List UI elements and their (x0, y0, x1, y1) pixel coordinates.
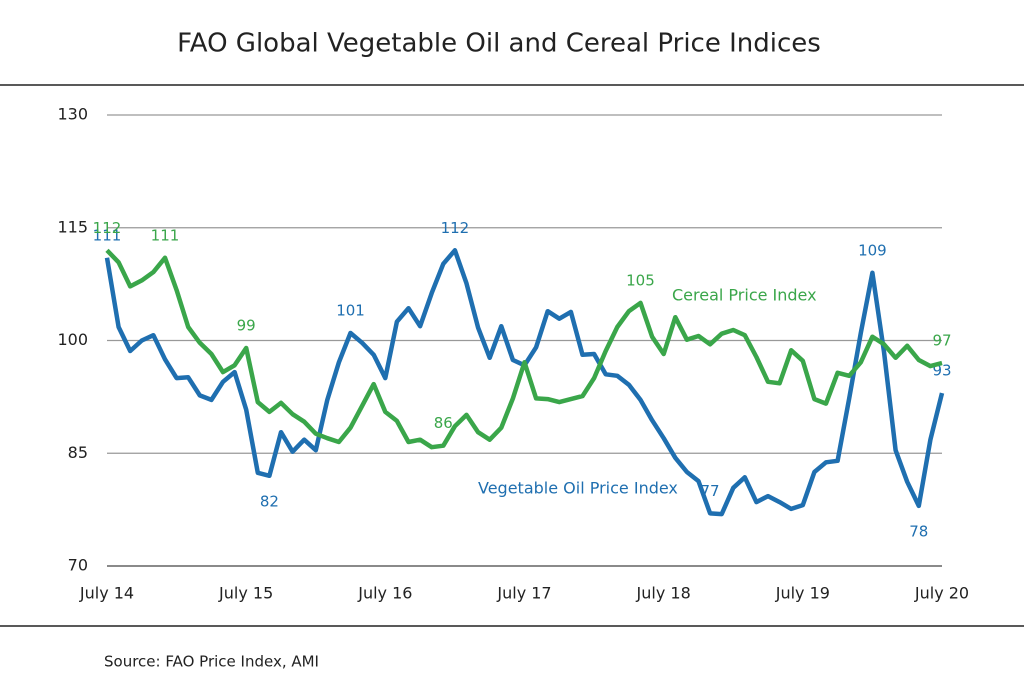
x-tick-label: July 18 (636, 584, 691, 603)
y-tick-label: 130 (57, 105, 88, 124)
data-label: 111 (151, 226, 180, 244)
data-label: 112 (441, 219, 470, 237)
y-tick-label: 70 (68, 556, 88, 575)
x-tick-label: July 14 (79, 584, 134, 603)
data-label: 111 (93, 226, 122, 244)
data-label: 86 (434, 414, 453, 432)
data-label: 105 (626, 271, 655, 289)
y-tick-label: 100 (57, 330, 88, 349)
data-label: 77 (701, 482, 720, 500)
data-label: 109 (858, 241, 887, 259)
series-name: Cereal Price Index (672, 286, 817, 305)
x-tick-label: July 20 (914, 584, 969, 603)
y-tick-label: 85 (68, 443, 88, 462)
data-label: 99 (237, 317, 256, 335)
x-tick-label: July 16 (357, 584, 412, 603)
series-line (105, 248, 943, 450)
data-label: 82 (260, 492, 279, 510)
y-tick-label: 115 (57, 217, 88, 236)
data-label: 112 (93, 219, 122, 237)
x-tick-label: July 17 (496, 584, 551, 603)
data-label: 78 (909, 522, 928, 540)
series-line (104, 248, 945, 517)
source-note: Source: FAO Price Index, AMI (104, 653, 319, 671)
x-tick-label: July 19 (775, 584, 830, 603)
series-name: Vegetable Oil Price Index (478, 479, 678, 498)
data-label: 97 (932, 332, 951, 350)
data-label: 101 (336, 301, 365, 319)
chart-title: FAO Global Vegetable Oil and Cereal Pric… (177, 29, 821, 59)
x-tick-label: July 15 (218, 584, 273, 603)
